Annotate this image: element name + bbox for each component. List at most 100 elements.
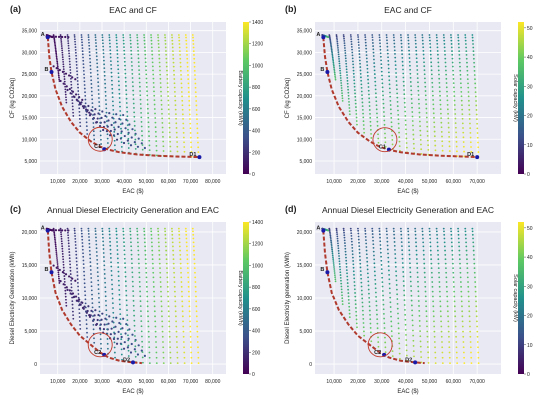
scatter-point xyxy=(172,245,174,248)
scatter-point xyxy=(136,353,140,356)
scatter-point xyxy=(441,145,444,147)
scatter-point xyxy=(400,230,402,233)
scatter-point xyxy=(460,95,463,98)
scatter-point xyxy=(407,227,409,230)
scatter-point xyxy=(83,278,86,281)
scatter-point xyxy=(462,351,465,354)
scatter-point xyxy=(110,274,113,277)
scatter-point xyxy=(347,97,350,100)
scatter-point xyxy=(416,267,419,269)
scatter-point xyxy=(329,237,332,240)
scatter-point xyxy=(56,259,59,261)
scatter-point xyxy=(475,118,478,121)
scatter-point xyxy=(464,230,467,233)
scatter-point xyxy=(408,249,411,252)
scatter-point xyxy=(89,113,92,116)
scatter-point xyxy=(410,290,413,292)
scatter-point xyxy=(81,47,84,50)
scatter-point xyxy=(61,51,64,54)
scatter-point xyxy=(54,44,57,47)
colorbar xyxy=(243,22,249,174)
x-tick-label: 30,000 xyxy=(374,179,390,185)
scatter-point xyxy=(129,42,132,45)
scatter-point xyxy=(386,240,389,243)
scatter-point xyxy=(80,227,83,230)
scatter-point xyxy=(396,298,399,300)
scatter-point xyxy=(465,53,468,56)
scatter-point xyxy=(375,108,378,111)
scatter-point xyxy=(371,42,374,44)
scatter-point xyxy=(132,299,135,302)
scatter-point xyxy=(97,313,100,317)
scatter-point xyxy=(108,42,111,45)
scatter-point xyxy=(78,308,81,311)
scatter-point xyxy=(370,340,373,343)
scatter-point xyxy=(55,50,57,53)
scatter-point xyxy=(413,147,415,150)
knee-highlight-circle xyxy=(367,332,393,358)
scatter-point xyxy=(365,246,368,248)
scatter-point xyxy=(125,85,127,87)
scatter-point xyxy=(92,323,95,326)
panel-tag: (b) xyxy=(285,4,297,14)
scatter-point xyxy=(391,355,394,358)
scatter-point xyxy=(374,92,377,95)
scatter-point xyxy=(397,312,399,315)
scatter-point xyxy=(113,351,116,354)
x-tick-label: 30,000 xyxy=(94,379,110,385)
scatter-point xyxy=(110,279,113,281)
scatter-point xyxy=(68,257,71,260)
scatter-point xyxy=(122,36,125,39)
scatter-point xyxy=(193,69,196,72)
scatter-point xyxy=(354,292,356,294)
scatter-point xyxy=(389,292,391,294)
scatter-point xyxy=(425,103,428,106)
scatter-point xyxy=(104,86,107,89)
scatter-point xyxy=(373,270,376,273)
scatter-point xyxy=(453,86,455,89)
scatter-point xyxy=(344,47,346,49)
scatter-point xyxy=(361,301,364,304)
scatter-point xyxy=(158,258,161,261)
scatter-point xyxy=(438,285,441,288)
scatter-point xyxy=(143,36,146,39)
scatter-point xyxy=(101,36,104,39)
scatter-point xyxy=(133,309,135,312)
scatter-point xyxy=(396,293,399,296)
scatter-point xyxy=(123,245,126,248)
scatter-point xyxy=(358,245,361,247)
scatter-point xyxy=(132,89,135,92)
labeled-point-A xyxy=(321,228,326,233)
scatter-point xyxy=(361,108,364,111)
scatter-point xyxy=(398,337,400,340)
scatter-point xyxy=(434,346,436,349)
colorbar-tick-label: 0 xyxy=(252,172,255,178)
scatter-point xyxy=(81,53,84,56)
scatter-point xyxy=(381,86,384,89)
scatter-point xyxy=(351,54,354,57)
scatter-point xyxy=(475,320,478,323)
scatter-point xyxy=(400,42,403,45)
scatter-point xyxy=(426,134,429,137)
scatter-point xyxy=(469,330,472,333)
scatter-point xyxy=(409,280,412,283)
scatter-point xyxy=(428,233,431,236)
scatter-point xyxy=(137,344,140,347)
scatter-point xyxy=(92,122,95,124)
scatter-point xyxy=(164,227,166,230)
scatter-point xyxy=(90,83,93,85)
scatter-point xyxy=(433,330,436,333)
colorbar xyxy=(518,222,524,374)
scatter-point xyxy=(470,146,472,148)
scatter-point xyxy=(384,145,387,148)
scatter-point xyxy=(477,362,480,364)
scatter-point xyxy=(169,150,172,153)
scatter-point xyxy=(466,69,469,72)
scatter-point xyxy=(403,289,405,292)
scatter-point xyxy=(379,251,382,254)
scatter-point xyxy=(67,37,69,40)
scatter-point xyxy=(66,227,69,230)
scatter-point xyxy=(140,121,143,123)
scatter-point xyxy=(437,69,440,72)
scatter-point xyxy=(364,38,367,41)
